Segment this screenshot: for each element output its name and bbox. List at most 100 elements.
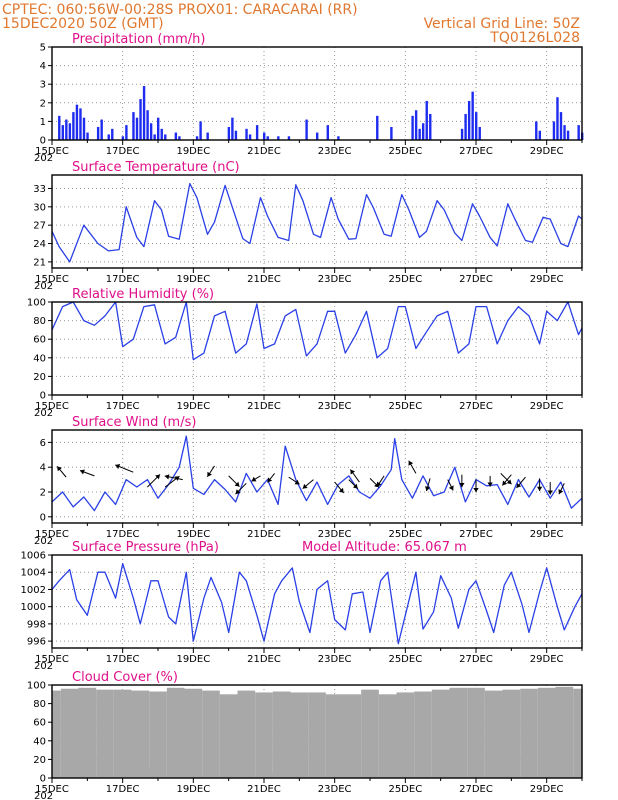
x-tick-label: 15DEC <box>35 784 69 795</box>
precip-bar <box>538 130 541 140</box>
wind-arrowhead <box>294 479 300 485</box>
panel-title: Surface Pressure (hPa) <box>72 540 219 555</box>
precip-bar <box>125 125 128 140</box>
precip-bar <box>96 126 100 140</box>
precip-bar <box>174 132 178 140</box>
precip-bar <box>418 128 421 140</box>
y-tick-label: 996 <box>27 637 46 648</box>
panel-precip: 0 1 2 3 4 5 15DEC 17DEC 19DEC 21DEC 23DEC 25DEC 27DE… <box>34 32 584 164</box>
x-tick-label: 17DEC <box>106 529 140 540</box>
cloud-bar <box>202 690 220 778</box>
x-tick-label: 23DEC <box>318 401 352 412</box>
y-tick-label: 40 <box>33 736 46 747</box>
precip-bar <box>231 117 234 140</box>
wind-arrowhead <box>487 482 493 487</box>
x-tick-label: 23DEC <box>318 654 352 665</box>
x-tick-label: 17DEC <box>106 146 140 157</box>
panel-cloud: 0 20 40 60 80 100 15DEC 17DEC 19DEC 21DEC 23DEC 25D… <box>27 670 583 800</box>
panel-title: Precipitation (mm/h) <box>72 32 205 47</box>
precip-bar <box>414 110 418 140</box>
y-tick-label: 60 <box>33 718 46 729</box>
y-tick-label: 0 <box>40 774 46 785</box>
precip-bar <box>206 132 209 140</box>
cloud-bar <box>166 687 185 778</box>
x-tick-label: 29DEC <box>530 146 564 157</box>
wind-arrowhead <box>506 479 512 485</box>
cloud-bar <box>520 688 538 778</box>
precip-bar <box>277 136 280 140</box>
wind-arrowhead <box>207 471 212 477</box>
x-tick-label: 15DEC <box>35 274 69 285</box>
y-tick-label: 21 <box>33 257 46 268</box>
plot-frame <box>51 684 583 779</box>
precip-bar <box>164 134 167 140</box>
x-tick-label: 27DEC <box>459 529 493 540</box>
precip-bar <box>266 136 269 140</box>
y-tick-label: 100 <box>27 298 46 309</box>
precip-bar <box>475 112 478 140</box>
precip-bar <box>142 86 146 140</box>
panel-subtitle: Model Altitude: 65.067 m <box>302 540 467 555</box>
y-tick-label: 40 <box>33 353 46 364</box>
y-tick-label: 20 <box>33 755 46 766</box>
panel-title: Relative Humidity (%) <box>72 287 214 302</box>
precip-bar <box>563 125 566 140</box>
precip-bar <box>79 108 82 140</box>
x-tick-label: 17DEC <box>106 274 140 285</box>
precip-bar <box>111 128 114 140</box>
x-year-stub: 202 <box>34 661 53 672</box>
cloud-bar <box>343 694 362 778</box>
wind-arrowhead <box>235 489 241 495</box>
x-tick-label: 29DEC <box>530 274 564 285</box>
x-year-stub: 202 <box>34 536 53 547</box>
precip-bar <box>425 100 428 140</box>
x-tick-label: 19DEC <box>176 274 210 285</box>
precip-bar <box>178 136 181 140</box>
cloud-bar <box>573 688 582 778</box>
wind-series-line <box>51 435 583 512</box>
precip-bar <box>429 113 432 140</box>
wind-arrowhead <box>448 485 454 491</box>
cloud-bar <box>290 692 309 778</box>
wind-arrowhead <box>234 481 240 487</box>
x-tick-label: 15DEC <box>35 529 69 540</box>
y-tick-label: 6 <box>40 438 46 449</box>
header-grid-line: Vertical Grid Line: 50Z <box>424 16 580 32</box>
y-tick-label: 27 <box>33 221 46 232</box>
wind-arrowhead <box>115 464 121 470</box>
panel-title: Surface Wind (m/s) <box>72 415 196 430</box>
precip-bar <box>82 117 86 140</box>
wind-arrowhead <box>459 483 465 488</box>
precip-bar <box>72 112 75 140</box>
cloud-bar <box>219 694 238 778</box>
x-tick-label: 19DEC <box>176 784 210 795</box>
wind-arrowhead <box>251 476 257 482</box>
x-tick-label: 29DEC <box>530 529 564 540</box>
precip-bar <box>100 119 103 140</box>
y-tick-label: 100 <box>27 681 46 692</box>
x-tick-label: 29DEC <box>530 654 564 665</box>
precip-bar <box>245 128 248 140</box>
cloud-bar <box>555 686 574 778</box>
x-tick-label: 25DEC <box>388 274 422 285</box>
precip-bar <box>121 136 125 140</box>
temp-series-line <box>51 182 583 263</box>
header-date: 15DEC2020 50Z (GMT) <box>2 16 164 32</box>
cloud-bar <box>502 689 521 778</box>
precip-bar <box>390 126 393 140</box>
x-tick-label: 23DEC <box>318 529 352 540</box>
panel-wind: 0 2 4 6 15DEC 17DEC 19DEC 21DEC 23DEC 25DEC 27DEC 2… <box>34 415 583 547</box>
cloud-bar <box>378 694 397 778</box>
cloud-bar <box>449 687 468 778</box>
y-tick-label: 1006 <box>21 551 46 562</box>
precip-bar <box>135 117 139 140</box>
x-tick-label: 21DEC <box>247 784 281 795</box>
x-tick-label: 19DEC <box>176 401 210 412</box>
plot-frame <box>51 174 583 269</box>
precip-bar <box>139 99 142 140</box>
cloud-bar <box>237 690 256 778</box>
plot-frame <box>51 429 583 524</box>
wind-arrowhead <box>473 487 479 493</box>
x-tick-label: 29DEC <box>530 784 564 795</box>
